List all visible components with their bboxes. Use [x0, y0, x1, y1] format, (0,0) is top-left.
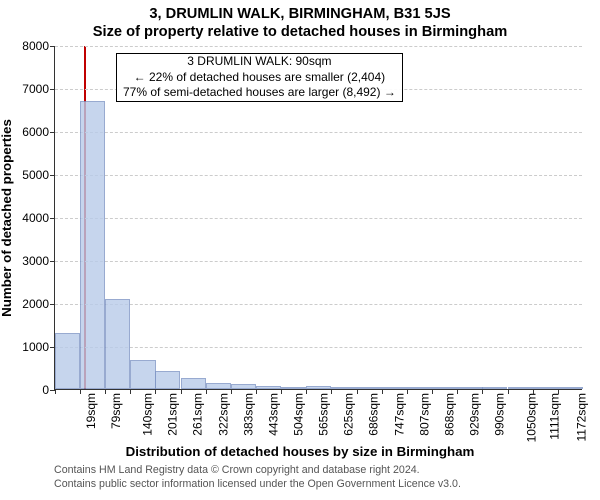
xtick-mark: [281, 389, 282, 394]
histogram-bar: [55, 333, 80, 389]
chart-container: 3, DRUMLIN WALK, BIRMINGHAM, B31 5JS Siz…: [0, 0, 600, 500]
xtick-label: 322sqm: [216, 393, 230, 436]
xtick-label: 79sqm: [109, 393, 123, 429]
ytick-label: 4000: [22, 211, 55, 225]
x-axis-label: Distribution of detached houses by size …: [0, 444, 600, 459]
xtick-label: 625sqm: [342, 393, 356, 436]
xtick-label: 868sqm: [443, 393, 457, 436]
gridline: [55, 261, 582, 262]
annotation-box: 3 DRUMLIN WALK: 90sqm← 22% of detached h…: [116, 53, 403, 102]
histogram-bar: [407, 387, 432, 389]
xtick-label: 990sqm: [493, 393, 507, 436]
ytick-label: 1000: [22, 340, 55, 354]
ytick-label: 6000: [22, 125, 55, 139]
xtick-label: 747sqm: [392, 393, 406, 436]
xtick-label: 1050sqm: [525, 393, 539, 442]
histogram-bar: [155, 371, 180, 389]
histogram-bar: [281, 387, 306, 389]
xtick-label: 201sqm: [166, 393, 180, 436]
xtick-label: 443sqm: [266, 393, 280, 436]
footer-line2: Contains public sector information licen…: [54, 478, 461, 490]
ytick-label: 5000: [22, 168, 55, 182]
xtick-mark: [130, 389, 131, 394]
histogram-bar: [130, 360, 155, 389]
xtick-mark: [432, 389, 433, 394]
xtick-mark: [407, 389, 408, 394]
histogram-bar: [206, 383, 231, 389]
footer-line1: Contains HM Land Registry data © Crown c…: [54, 464, 420, 476]
y-axis-label: Number of detached properties: [0, 119, 14, 317]
histogram-bar: [457, 387, 482, 389]
xtick-mark: [533, 389, 534, 394]
xtick-label: 140sqm: [141, 393, 155, 436]
xtick-mark: [105, 389, 106, 394]
gridline: [55, 218, 582, 219]
ytick-label: 3000: [22, 254, 55, 268]
xtick-label: 807sqm: [417, 393, 431, 436]
histogram-bar: [80, 101, 105, 389]
xtick-label: 929sqm: [468, 393, 482, 436]
xtick-mark: [80, 389, 81, 394]
xtick-mark: [382, 389, 383, 394]
xtick-mark: [55, 389, 56, 394]
histogram-bar: [105, 299, 130, 389]
xtick-mark: [508, 389, 509, 394]
xtick-mark: [457, 389, 458, 394]
ytick-label: 2000: [22, 297, 55, 311]
xtick-mark: [558, 389, 559, 394]
xtick-mark: [181, 389, 182, 394]
xtick-label: 565sqm: [317, 393, 331, 436]
xtick-label: 504sqm: [292, 393, 306, 436]
ytick-label: 7000: [22, 82, 55, 96]
gridline: [55, 304, 582, 305]
xtick-mark: [256, 389, 257, 394]
xtick-label: 686sqm: [367, 393, 381, 436]
histogram-bar: [331, 387, 356, 389]
histogram-bar: [382, 387, 407, 389]
chart-title-line1: 3, DRUMLIN WALK, BIRMINGHAM, B31 5JS: [0, 6, 600, 22]
histogram-bar: [508, 387, 533, 389]
xtick-mark: [231, 389, 232, 394]
xtick-label: 383sqm: [242, 393, 256, 436]
gridline: [55, 347, 582, 348]
xtick-mark: [331, 389, 332, 394]
chart-title-line2: Size of property relative to detached ho…: [0, 24, 600, 40]
xtick-label: 261sqm: [191, 393, 205, 436]
histogram-bar: [533, 387, 558, 389]
histogram-bar: [558, 387, 583, 389]
annotation-line: 77% of semi-detached houses are larger (…: [123, 85, 396, 101]
xtick-mark: [306, 389, 307, 394]
xtick-label: 1111sqm: [547, 393, 561, 440]
histogram-bar: [432, 387, 457, 389]
histogram-bar: [306, 386, 331, 389]
histogram-bar: [357, 387, 382, 389]
xtick-label: 19sqm: [84, 393, 98, 429]
gridline: [55, 46, 582, 47]
gridline: [55, 132, 582, 133]
ytick-label: 8000: [22, 39, 55, 53]
gridline: [55, 175, 582, 176]
xtick-label: 1172sqm: [574, 393, 588, 441]
xtick-mark: [482, 389, 483, 394]
histogram-bar: [231, 384, 256, 389]
xtick-mark: [206, 389, 207, 394]
histogram-bar: [256, 386, 281, 389]
ytick-label: 0: [42, 383, 55, 397]
annotation-line: 3 DRUMLIN WALK: 90sqm: [123, 54, 396, 70]
histogram-bar: [482, 387, 507, 389]
xtick-mark: [357, 389, 358, 394]
annotation-line: ← 22% of detached houses are smaller (2,…: [123, 70, 396, 86]
xtick-mark: [155, 389, 156, 394]
histogram-bar: [181, 378, 206, 389]
